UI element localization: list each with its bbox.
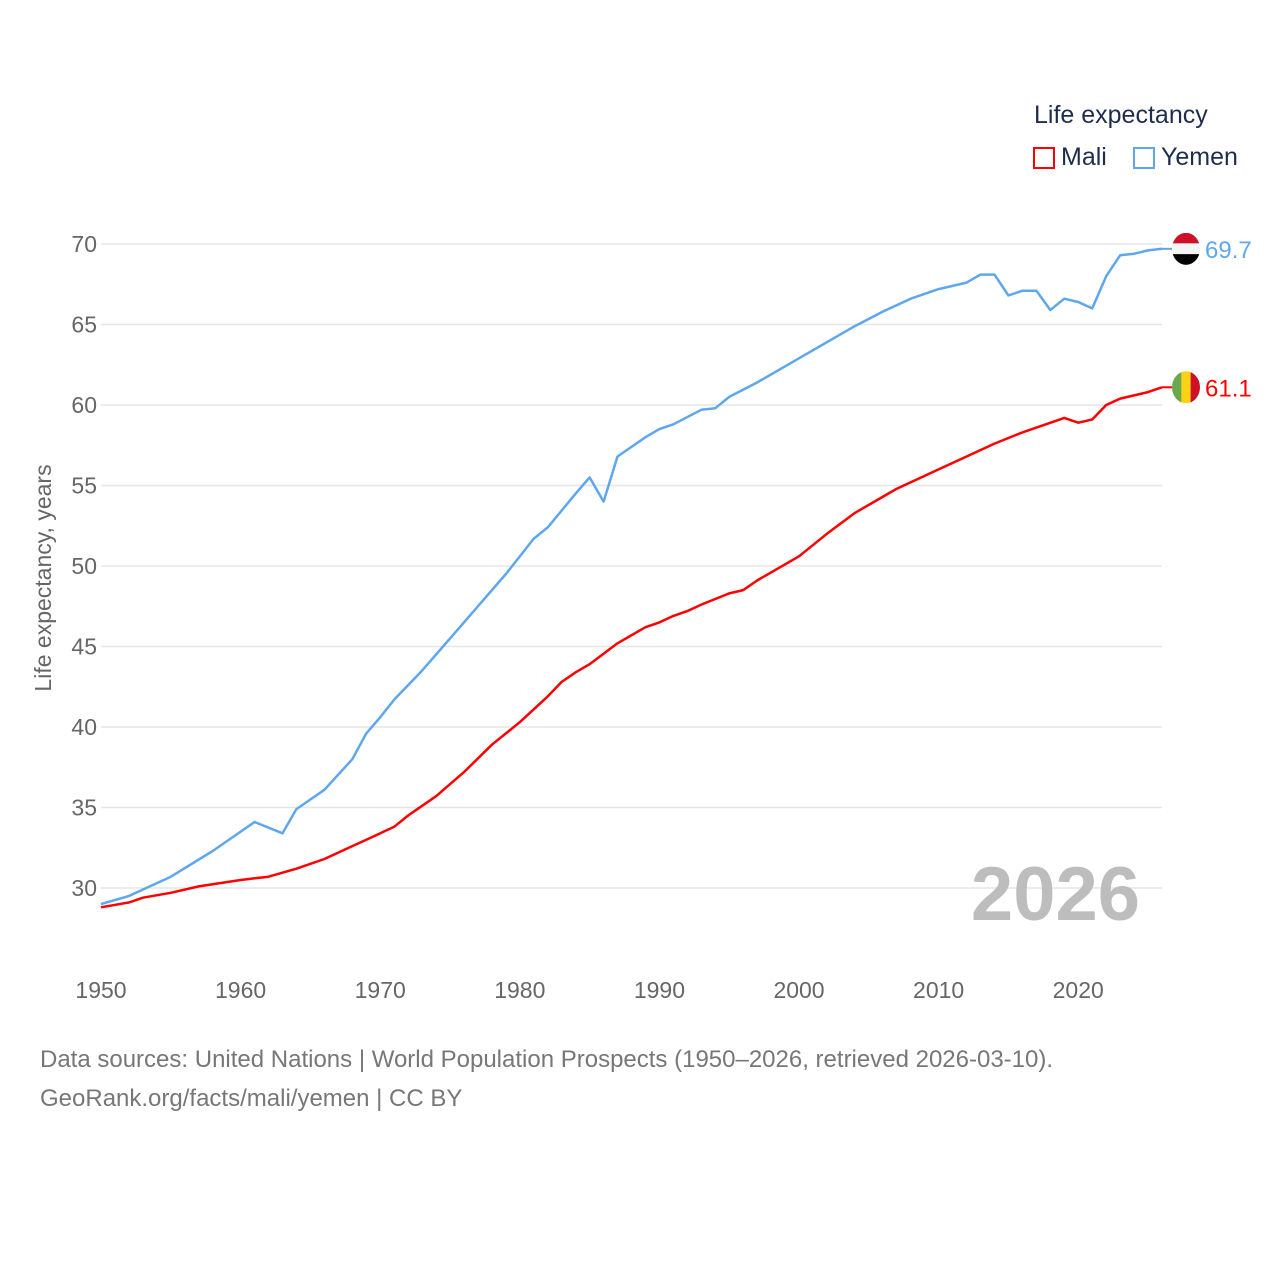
yemen-flag-icon <box>1172 232 1200 265</box>
x-tick-label: 1990 <box>634 977 685 1003</box>
y-tick-label: 50 <box>71 553 97 579</box>
x-tick-label: 2000 <box>773 977 824 1003</box>
x-tick-label: 2010 <box>913 977 964 1003</box>
x-tick-label: 2020 <box>1053 977 1104 1003</box>
series-line-yemen <box>100 247 1163 906</box>
y-tick-label: 30 <box>71 875 97 901</box>
y-tick-label: 35 <box>71 795 97 821</box>
end-value-label: 61.1 <box>1205 375 1252 402</box>
x-tick-label: 1970 <box>355 977 406 1003</box>
legend-swatch <box>1033 146 1055 169</box>
mali-flag-icon <box>1172 371 1200 404</box>
x-tick-label: 1950 <box>75 977 126 1003</box>
y-tick-label: 40 <box>71 714 97 740</box>
footer-attribution[interactable]: GeoRank.org/facts/mali/yemen | CC BY <box>40 1085 463 1112</box>
legend-label: Yemen <box>1161 143 1238 171</box>
x-tick-label: 1980 <box>494 977 545 1003</box>
legend-swatch <box>1133 146 1155 169</box>
y-axis-label: Life expectancy, years <box>30 464 56 691</box>
y-tick-label: 70 <box>71 231 97 257</box>
legend-item-yemen[interactable]: Yemen <box>1133 143 1238 172</box>
legend-item-mali[interactable]: Mali <box>1033 143 1107 172</box>
year-watermark: 2026 <box>971 852 1140 937</box>
series-line-mali <box>100 386 1163 909</box>
footer-sources: Data sources: United Nations | World Pop… <box>40 1046 1054 1073</box>
end-value-label: 69.7 <box>1205 237 1252 264</box>
y-tick-label: 55 <box>71 473 97 499</box>
legend-title: Life expectancy <box>1034 101 1208 129</box>
y-tick-label: 65 <box>71 312 97 338</box>
legend-label: Mali <box>1061 143 1107 171</box>
x-tick-label: 1960 <box>215 977 266 1003</box>
y-tick-label: 60 <box>71 392 97 418</box>
y-tick-label: 45 <box>71 634 97 660</box>
